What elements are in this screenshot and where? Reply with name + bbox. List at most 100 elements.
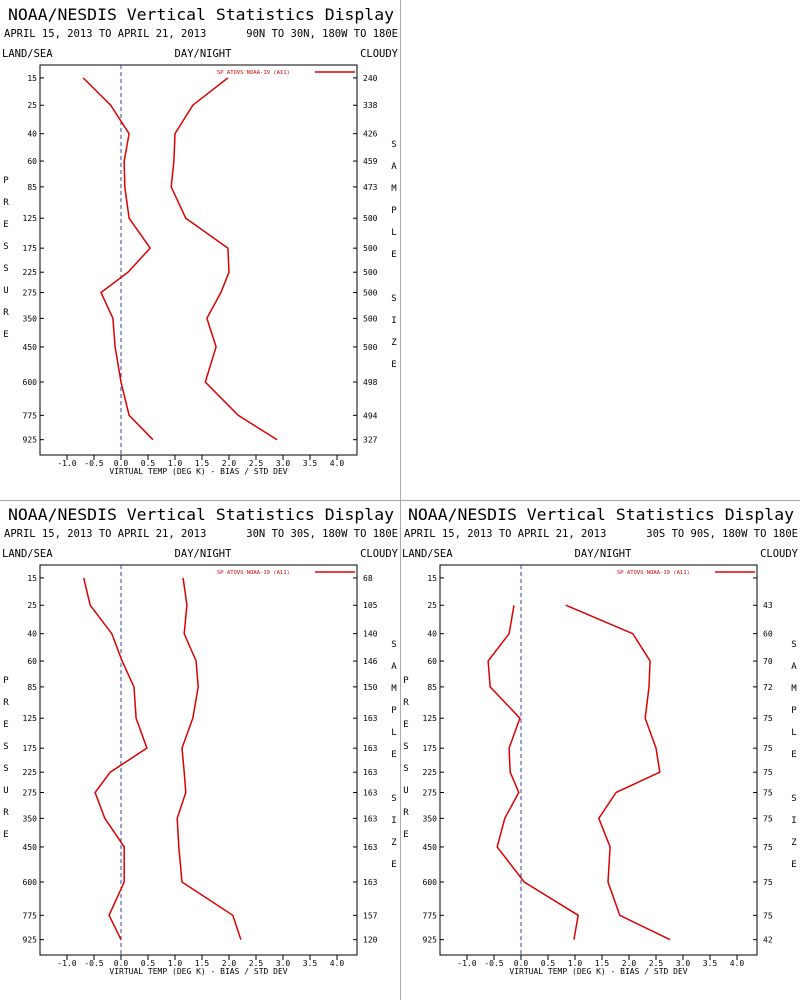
x-tick-label: 1.5 <box>595 959 610 968</box>
sample-size-label: 163 <box>363 878 378 887</box>
y-tick-label: 775 <box>423 911 438 920</box>
x-tick-label: -1.0 <box>457 959 476 968</box>
sample-size-label: 146 <box>363 657 378 666</box>
y2-axis-label: SAMPLE SIZE <box>789 640 799 882</box>
x-tick-label: -0.5 <box>484 959 503 968</box>
sample-size-label: 500 <box>363 244 378 253</box>
sample-size-label: 70 <box>763 657 773 666</box>
sample-size-label: 163 <box>363 789 378 798</box>
y-tick-label: 60 <box>427 657 437 666</box>
x-tick-label: 1.5 <box>195 959 210 968</box>
x-tick-label: 2.0 <box>622 959 637 968</box>
y-tick-label: 225 <box>23 768 38 777</box>
sample-size-label: 105 <box>363 601 378 610</box>
plot-frame <box>39 564 358 956</box>
y-tick-label: 40 <box>27 130 37 139</box>
x-tick-label: 2.0 <box>222 459 237 468</box>
sample-size-label: 426 <box>363 130 378 139</box>
x-tick-label: 1.5 <box>195 459 210 468</box>
y2-axis-label: SAMPLE SIZE <box>389 640 399 882</box>
x-tick-label: 0.5 <box>141 959 156 968</box>
x-axis-label: VIRTUAL TEMP (DEG K) - BIAS / STD DEV <box>109 967 287 976</box>
y-tick-label: 25 <box>427 601 437 610</box>
region: 30N TO 30S, 180W TO 180E <box>246 528 398 540</box>
y-tick-label: 925 <box>23 936 38 945</box>
date-range: APRIL 15, 2013 TO APRIL 21, 2013 <box>4 28 206 40</box>
y-tick-label: 225 <box>423 768 438 777</box>
y-tick-label: 60 <box>27 657 37 666</box>
x-axis-label: VIRTUAL TEMP (DEG K) - BIAS / STD DEV <box>109 467 287 476</box>
cloudy: CLOUDY <box>360 548 399 560</box>
y-tick-label: 15 <box>27 574 37 583</box>
sample-size-label: 75 <box>763 789 773 798</box>
sample-size-label: 75 <box>763 911 773 920</box>
sample-size-label: 498 <box>363 378 378 387</box>
y-tick-label: 60 <box>27 157 37 166</box>
chart-panel: NOAA/NESDIS Vertical Statistics Display A… <box>1 505 399 976</box>
y-tick-label: 600 <box>23 378 38 387</box>
sample-size-label: 163 <box>363 744 378 753</box>
sample-size-label: 150 <box>363 683 378 692</box>
x-tick-label: 4.0 <box>730 959 745 968</box>
sample-size-label: 68 <box>363 574 373 583</box>
y-tick-label: 85 <box>27 183 37 192</box>
x-tick-label: 0.5 <box>141 459 156 468</box>
legend-label: SP ATOVS NOAA-19 (A11) <box>617 570 690 576</box>
y-tick-label: 225 <box>23 268 38 277</box>
sample-size-label: 473 <box>363 183 378 192</box>
y-tick-label: 25 <box>27 601 37 610</box>
sample-size-label: 42 <box>763 936 773 945</box>
chart-title: NOAA/NESDIS Vertical Statistics Display <box>8 505 394 524</box>
bias-line <box>82 577 148 941</box>
sample-size-label: 500 <box>363 214 378 223</box>
x-tick-label: 1.0 <box>168 459 183 468</box>
y-tick-label: 775 <box>23 911 38 920</box>
x-tick-label: 0.0 <box>114 459 129 468</box>
region: 90N TO 30N, 180W TO 180E <box>246 28 398 40</box>
y-tick-label: 600 <box>423 878 438 887</box>
sample-size-label: 75 <box>763 714 773 723</box>
y-tick-label: 350 <box>423 814 438 823</box>
x-tick-label: 3.0 <box>276 959 291 968</box>
day-night: DAY/NIGHT <box>175 548 233 560</box>
x-tick-label: 3.0 <box>676 959 691 968</box>
bias-line <box>487 605 580 940</box>
y-tick-label: 125 <box>423 714 438 723</box>
y-tick-label: 350 <box>23 814 38 823</box>
legend-label: SP ATOVS NOAA-19 (A11) <box>217 570 290 576</box>
sample-size-label: 494 <box>363 411 378 420</box>
y-tick-label: 925 <box>423 936 438 945</box>
y-tick-label: 125 <box>23 214 38 223</box>
x-tick-label: -0.5 <box>84 459 103 468</box>
sample-size-label: 500 <box>363 268 378 277</box>
y-tick-label: 275 <box>23 789 38 798</box>
x-tick-label: -0.5 <box>84 959 103 968</box>
day-night: DAY/NIGHT <box>575 548 633 560</box>
x-tick-label: 0.0 <box>514 959 529 968</box>
bias-line <box>82 77 154 441</box>
sample-size-label: 163 <box>363 714 378 723</box>
sample-size-label: 120 <box>363 936 378 945</box>
y-tick-label: 350 <box>23 314 38 323</box>
y-axis-label: PRESSURE <box>1 176 11 352</box>
y-tick-label: 450 <box>23 343 38 352</box>
sample-size-label: 500 <box>363 343 378 352</box>
y-tick-label: 15 <box>27 74 37 83</box>
std-dev-line <box>565 604 671 941</box>
sample-size-label: 163 <box>363 768 378 777</box>
x-axis-label: VIRTUAL TEMP (DEG K) - BIAS / STD DEV <box>509 967 687 976</box>
chart-panel: NOAA/NESDIS Vertical Statistics Display A… <box>401 505 799 976</box>
y-axis-label: PRESSURE <box>1 676 11 852</box>
sample-size-label: 72 <box>763 683 773 692</box>
sample-size-label: 459 <box>363 157 378 166</box>
chart-title: NOAA/NESDIS Vertical Statistics Display <box>8 5 394 24</box>
legend-label: SP ATOVS NOAA-19 (A11) <box>217 70 290 76</box>
y-tick-label: 40 <box>27 630 37 639</box>
x-tick-label: 0.5 <box>541 959 556 968</box>
y-tick-label: 40 <box>427 630 437 639</box>
sample-size-label: 327 <box>363 436 378 445</box>
x-tick-label: 0.0 <box>114 959 129 968</box>
x-tick-label: 3.5 <box>703 959 718 968</box>
sample-size-label: 75 <box>763 768 773 777</box>
